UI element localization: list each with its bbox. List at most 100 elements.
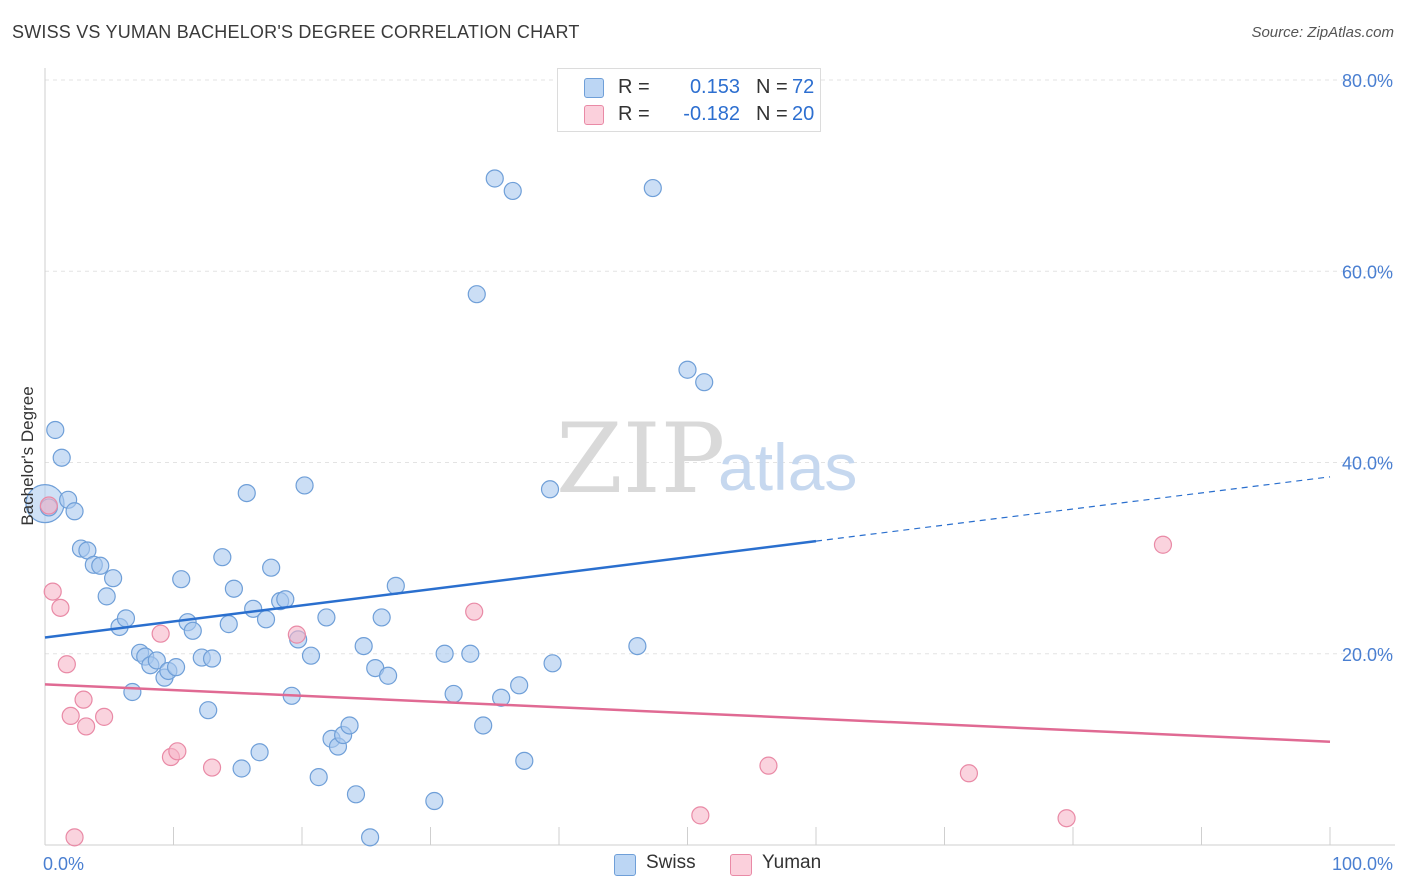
y-tick-label: 40.0% — [1342, 454, 1393, 474]
y-tick-label: 20.0% — [1342, 645, 1393, 665]
legend-r-label: R = — [618, 76, 650, 98]
yuman-point — [39, 496, 58, 515]
swiss-point — [213, 548, 232, 567]
chart-title: SWISS VS YUMAN BACHELOR'S DEGREE CORRELA… — [12, 22, 580, 42]
trend-lines — [44, 476, 1331, 743]
yuman-point — [287, 625, 306, 644]
swiss-point — [361, 828, 380, 847]
swiss-point — [461, 644, 480, 663]
swiss-point — [444, 684, 463, 704]
yuman-point — [74, 690, 93, 709]
yuman-point — [57, 655, 76, 674]
yuman-point — [151, 624, 170, 643]
watermark: ZIP atlas — [556, 403, 857, 515]
swiss-point — [492, 688, 511, 707]
swiss-point — [202, 649, 222, 668]
swiss-point — [52, 448, 71, 467]
swiss-point — [485, 169, 504, 188]
legend-r-value: -0.182 — [683, 103, 740, 125]
swiss-point — [628, 636, 647, 656]
swiss-point — [425, 791, 444, 811]
swiss-point — [237, 484, 256, 503]
series-swatch-yuman — [730, 854, 752, 876]
yuman-point — [65, 828, 84, 847]
swiss-point — [317, 608, 336, 627]
swiss-point — [346, 785, 366, 804]
swiss-point — [199, 701, 218, 720]
swiss-point — [46, 420, 65, 440]
yuman-point — [759, 756, 778, 775]
swiss-point — [474, 716, 493, 735]
legend-r-value: 0.153 — [689, 76, 740, 98]
y-tick-label: 80.0% — [1342, 71, 1393, 91]
yuman-point — [43, 582, 62, 601]
yuman-point — [1057, 809, 1076, 828]
legend-n-value: 72 — [792, 76, 815, 98]
swiss-point — [224, 579, 243, 598]
yuman-point — [465, 602, 484, 621]
yuman-point — [77, 717, 96, 736]
yuman-point — [959, 764, 979, 783]
watermark-zip: ZIP — [556, 403, 725, 515]
series-label-swiss: Swiss — [646, 852, 696, 873]
yuman-point — [51, 598, 70, 617]
swiss-point — [540, 480, 560, 499]
swiss-point — [354, 636, 373, 656]
yuman-point — [202, 758, 222, 777]
axes — [44, 68, 1395, 846]
swiss-point — [232, 759, 251, 778]
swiss-point — [256, 610, 276, 629]
grid-lines — [45, 79, 1395, 655]
swiss-point — [467, 285, 486, 304]
legend-swatch-yuman — [584, 105, 604, 125]
source-label: Source: ZipAtlas.com — [1251, 24, 1394, 41]
swiss-point — [503, 181, 522, 201]
swiss-point — [116, 609, 136, 628]
swiss-point — [678, 360, 697, 379]
series-label-yuman: Yuman — [762, 852, 822, 873]
swiss-trend-extension — [815, 476, 1331, 542]
swiss-point — [378, 666, 398, 685]
swiss-point — [104, 569, 123, 588]
swiss-point — [295, 476, 314, 495]
yuman-point — [61, 706, 80, 726]
swiss-point — [643, 178, 662, 198]
swiss-point — [435, 644, 454, 663]
swiss-point — [166, 658, 186, 677]
swiss-point — [340, 716, 359, 735]
swiss-point — [276, 590, 295, 609]
swiss-point — [97, 587, 116, 606]
swiss-point — [309, 768, 328, 787]
x-tick-label: 100.0% — [1332, 854, 1393, 874]
x-tick-label: 0.0% — [43, 854, 84, 874]
yuman-point — [95, 707, 114, 726]
swiss-point — [147, 651, 166, 670]
legend-n-label: N = — [756, 76, 788, 98]
swiss-point — [219, 615, 238, 634]
swiss-point — [262, 558, 281, 577]
swiss-point — [372, 608, 391, 627]
swiss-point — [695, 373, 714, 392]
swiss-point — [510, 676, 529, 695]
swiss-point — [515, 751, 534, 770]
series-swatch-swiss — [614, 854, 636, 876]
swiss-point — [91, 556, 110, 575]
watermark-atlas: atlas — [718, 430, 857, 504]
swiss-point — [183, 621, 202, 640]
yuman-trend-line — [44, 683, 1331, 743]
legend-swatch-swiss — [584, 78, 604, 98]
yuman-point — [691, 806, 710, 825]
swiss-point — [65, 502, 84, 521]
tick-labels: 20.0% 40.0% 60.0% 80.0% 0.0% 100.0% — [43, 71, 1393, 874]
legend-n-label: N = — [756, 103, 788, 125]
yuman-point — [168, 742, 187, 761]
yuman-point — [1153, 535, 1173, 554]
correlation-legend: R = 0.153 N = 72 R = -0.182 N = 20 — [557, 68, 821, 132]
swiss-point — [301, 646, 321, 665]
swiss-point — [123, 682, 142, 702]
swiss-trend-line — [44, 539, 817, 639]
legend-r-label: R = — [618, 103, 650, 125]
swiss-point — [250, 743, 269, 762]
swiss-point — [172, 570, 191, 589]
